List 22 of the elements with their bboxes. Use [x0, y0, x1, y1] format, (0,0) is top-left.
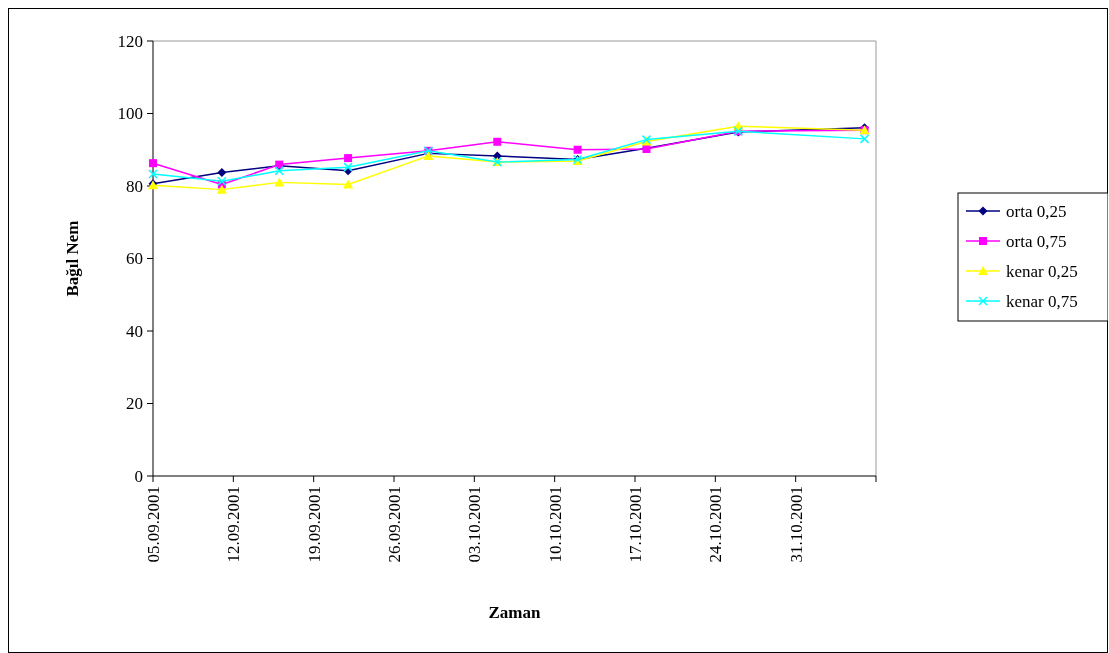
y-axis-title: Bağıl Nem	[63, 220, 82, 297]
x-tick-label: 19.09.2001	[304, 486, 324, 563]
x-tick-label: 12.09.2001	[224, 486, 244, 563]
y-tick-label: 20	[126, 394, 143, 414]
legend-label: kenar 0,75	[1006, 291, 1078, 311]
x-axis-title: Zaman	[488, 603, 542, 622]
x-tick-label: 17.10.2001	[625, 486, 645, 563]
y-tick-label: 40	[126, 321, 143, 341]
x-tick-label: 26.09.2001	[384, 486, 404, 563]
legend-label: orta 0,75	[1006, 231, 1067, 251]
legend-label: orta 0,25	[1006, 201, 1067, 221]
legend-label: kenar 0,25	[1006, 261, 1078, 281]
y-tick-label: 60	[126, 249, 143, 269]
y-tick-label: 100	[117, 104, 143, 124]
x-tick-label: 24.10.2001	[706, 486, 726, 563]
y-tick-label: 120	[117, 31, 143, 51]
x-tick-label: 31.10.2001	[786, 486, 806, 563]
x-tick-label: 05.09.2001	[143, 486, 163, 563]
y-tick-label: 80	[126, 176, 143, 196]
x-tick-label: 10.10.2001	[545, 486, 565, 563]
y-tick-label: 0	[134, 466, 143, 486]
x-tick-label: 03.10.2001	[465, 486, 485, 563]
